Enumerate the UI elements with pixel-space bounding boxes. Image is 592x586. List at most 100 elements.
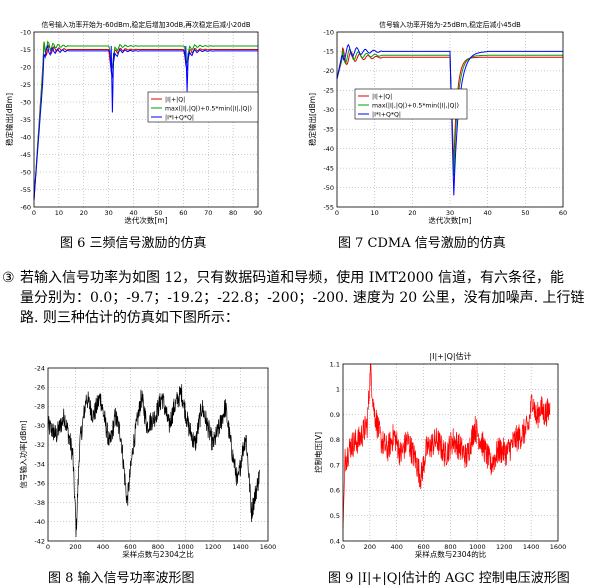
fig9-x-tick-label: 600 xyxy=(417,543,429,551)
fig6-y-tick-label: -35 xyxy=(20,116,31,124)
fig6-x-tick-label: 70 xyxy=(204,209,212,217)
fig9-x-tick-label: 1000 xyxy=(469,543,486,551)
fig9-x-tick-label: 400 xyxy=(391,543,403,551)
fig7-x-tick-label: 30 xyxy=(446,209,454,217)
fig8-y-tick-label: -32 xyxy=(34,441,45,449)
fig8-y-tick-label: -24 xyxy=(34,364,45,372)
fig8-y-tick-label: -40 xyxy=(34,518,45,526)
fig8-x-tick-label: 1000 xyxy=(177,543,194,551)
fig9-y-tick-label: 0.5 xyxy=(330,512,340,520)
fig8-x-tick-label: 800 xyxy=(152,543,164,551)
fig9-y-tick-label: 0.4 xyxy=(330,537,340,545)
fig6-y-tick-label: -55 xyxy=(20,186,31,194)
fig6-y-tick-label: -40 xyxy=(20,133,31,141)
fig7-x-axis-label: 迭代次数[m] xyxy=(428,215,471,225)
fig6-legend-entry-2: max(|I|,|Q|)+0.5*min(|I|,|Q|) xyxy=(165,105,252,112)
fig6-caption: 图 6 三频信号激励的仿真 xyxy=(60,236,207,251)
fig8-y-tick-label: -42 xyxy=(34,537,45,545)
fig6-title: 信号输入功率开始为-60dBm,稳定后增加30dB,再次稳定后减小20dB xyxy=(41,20,250,29)
fig9-y-tick-label: 0.8 xyxy=(330,436,340,444)
fig7-y-tick-label: -35 xyxy=(323,126,334,134)
fig9-y-tick-label: 0.9 xyxy=(330,411,340,419)
fig6-x-tick-label: 40 xyxy=(129,209,137,217)
fig8-series-line xyxy=(47,384,260,538)
fig8-y-axis-label: 信号输入功率[dBm] xyxy=(18,420,28,488)
fig8-x-tick-label: 1600 xyxy=(260,543,277,551)
fig7-x-tick-label: 0 xyxy=(335,209,339,217)
fig9-y-tick-label: 0.7 xyxy=(330,461,340,469)
fig8-x-axis-label: 采样点数与2304之比 xyxy=(122,549,194,559)
fig9-y-axis-label: 控制电压[V] xyxy=(313,432,323,473)
fig8-y-tick-label: -36 xyxy=(34,480,45,488)
fig6-x-tick-label: 90 xyxy=(254,209,262,217)
fig6-y-tick-label: -30 xyxy=(20,98,31,106)
fig8-y-tick-label: -28 xyxy=(34,403,45,411)
fig7-x-tick-label: 10 xyxy=(371,209,379,217)
fig7-y-tick-label: -50 xyxy=(323,184,334,192)
fig7-caption: 图 7 CDMA 信号激励的仿真 xyxy=(338,236,506,251)
fig8-x-tick-label: 400 xyxy=(97,543,109,551)
fig9-y-tick-label: 1.1 xyxy=(330,360,340,368)
fig6-legend-box xyxy=(147,91,259,123)
fig9-y-tick-label: 0.6 xyxy=(330,487,340,495)
fig7-title: 信号输入功率开始为-25dBm,稳定后减小45dB xyxy=(379,20,521,29)
fig6-x-tick-label: 20 xyxy=(80,209,88,217)
fig7-legend-box xyxy=(354,88,468,120)
fig6-y-tick-label: -15 xyxy=(20,46,31,54)
fig9-x-axis-label: 采样点数与2304的比 xyxy=(415,549,487,559)
fig8-y-tick-label: -26 xyxy=(34,384,45,392)
fig8-caption: 图 8 输入信号功率波形图 xyxy=(48,571,195,586)
fig6-x-tick-label: 10 xyxy=(55,209,63,217)
fig6-y-tick-label: -60 xyxy=(20,203,31,211)
paragraph-line-3: 路. 则三种估计的仿真如下图所示： xyxy=(20,310,239,326)
fig8-y-tick-label: -38 xyxy=(34,499,45,507)
fig6-y-tick-label: -10 xyxy=(20,28,31,36)
fig6-y-tick-label: -45 xyxy=(20,151,31,159)
fig7-legend-entry-1: |I|+|Q| xyxy=(372,93,392,100)
fig7-x-tick-label: 60 xyxy=(559,209,567,217)
fig6-legend-entry-1: |I|+|Q| xyxy=(165,96,185,103)
fig6-y-tick-label: -20 xyxy=(20,63,31,71)
fig6-y-axis-label: 稳定输出[dBm] xyxy=(4,93,14,146)
fig9-x-tick-label: 1400 xyxy=(523,543,540,551)
fig9-series-line xyxy=(342,363,551,529)
fig7-y-tick-label: -20 xyxy=(323,67,334,75)
fig6-series-1-line xyxy=(33,41,258,201)
fig7-x-tick-label: 50 xyxy=(521,209,529,217)
fig7-x-tick-label: 40 xyxy=(484,209,492,217)
fig6-legend-entry-3: |I*I+Q*Q| xyxy=(165,114,194,121)
fig7-y-tick-label: -15 xyxy=(323,48,334,56)
fig8-x-tick-label: 0 xyxy=(46,543,50,551)
fig9-x-tick-label: 200 xyxy=(364,543,376,551)
fig8-x-tick-label: 1200 xyxy=(205,543,222,551)
fig6-x-tick-label: 0 xyxy=(32,209,36,217)
fig7-x-tick-label: 20 xyxy=(408,209,416,217)
fig8-y-tick-label: -30 xyxy=(34,422,45,430)
fig8-x-tick-label: 600 xyxy=(124,543,136,551)
fig7-series-3-line xyxy=(336,43,563,196)
fig6-series-3-dip-2 xyxy=(185,45,189,92)
paragraph-marker: ③ xyxy=(2,270,15,286)
fig8-x-tick-label: 200 xyxy=(69,543,81,551)
fig7-y-tick-label: -25 xyxy=(323,87,334,95)
fig7-y-tick-label: -30 xyxy=(323,106,334,114)
fig7-y-tick-label: -55 xyxy=(323,203,334,211)
fig9-x-tick-label: 1200 xyxy=(496,543,513,551)
fig9-x-tick-label: 0 xyxy=(341,543,345,551)
fig8-x-tick-label: 1400 xyxy=(232,543,249,551)
fig7-y-tick-label: -40 xyxy=(323,145,334,153)
fig9-caption: 图 9 |I|+|Q|估计的 AGC 控制电压波形图 xyxy=(328,571,570,586)
fig6-x-tick-label: 50 xyxy=(154,209,162,217)
fig6-x-tick-label: 60 xyxy=(179,209,187,217)
fig7-legend-entry-3: |I*I+Q*Q| xyxy=(372,111,401,118)
paragraph-line-1: 若输入信号功率为如图 12，只有数据码道和导频，使用 IMT2000 信道，有六… xyxy=(20,270,564,286)
fig9-x-tick-label: 800 xyxy=(444,543,456,551)
fig6-series-3-line xyxy=(33,44,258,201)
fig6-series-3-dip-1 xyxy=(110,45,115,113)
fig7-y-tick-label: -10 xyxy=(323,28,334,36)
paragraph-line-2: 量分别为：0.0；-9.7；-19.2；-22.8；-200；-200. 速度为… xyxy=(20,290,585,306)
fig9-axes-frame xyxy=(342,363,559,542)
fig9-title: |I|+|Q|估计 xyxy=(429,351,471,361)
fig6-x-tick-label: 30 xyxy=(105,209,113,217)
